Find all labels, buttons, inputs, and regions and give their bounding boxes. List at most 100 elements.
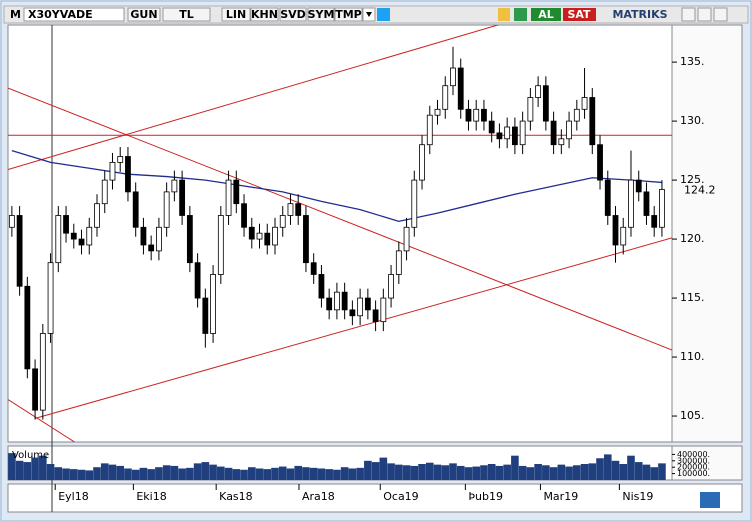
volume-bar	[139, 467, 148, 480]
volume-bar	[487, 464, 496, 480]
volume-bar	[573, 465, 581, 480]
candle-body	[94, 203, 100, 228]
volume-bar	[611, 460, 620, 480]
volume-bar	[588, 463, 597, 480]
candle-body	[24, 285, 31, 370]
toolbar-button[interactable]	[250, 7, 279, 22]
plot-layer	[8, 25, 672, 442]
volume-bar	[240, 469, 248, 480]
y-tick-label: 130.	[680, 114, 705, 127]
candle-body	[542, 85, 549, 122]
sell-button[interactable]	[563, 8, 596, 21]
volume-bar	[116, 465, 125, 480]
volume-bar	[69, 469, 78, 480]
symbol-box[interactable]	[23, 7, 125, 22]
volume-bar	[658, 463, 666, 480]
candle-body	[465, 108, 472, 122]
volume-bar	[100, 463, 109, 480]
toolbar-button-label[interactable]: KHN	[251, 8, 278, 21]
volume-bar	[193, 463, 202, 480]
volume-bar	[54, 467, 63, 480]
candle-body	[125, 156, 131, 193]
candle-body	[457, 67, 464, 110]
volume-bar	[340, 467, 349, 480]
candle-body	[635, 179, 642, 193]
buy-button[interactable]	[531, 8, 561, 21]
toolbar-button-label[interactable]: LIN	[226, 8, 246, 21]
candle-body	[558, 138, 565, 146]
x-tick-label: Nis19	[622, 490, 653, 503]
volume-bar	[31, 457, 39, 480]
toolbar-button[interactable]	[221, 7, 251, 22]
candle-body	[651, 215, 658, 228]
volume-bar	[62, 468, 70, 480]
candle-body	[388, 274, 394, 299]
sell-label[interactable]: SAT	[567, 8, 591, 21]
logo[interactable]: M	[10, 8, 21, 21]
candle-body	[372, 309, 379, 323]
volume-bar	[162, 465, 171, 480]
candle-body	[16, 215, 23, 287]
candle-body	[109, 161, 116, 181]
minimize-button[interactable]	[681, 7, 696, 22]
toolbar-button[interactable]	[279, 7, 307, 22]
candle-body	[511, 126, 518, 146]
x-tick-label: Kas18	[219, 490, 253, 503]
volume-bar	[46, 464, 55, 480]
candle-body	[264, 232, 271, 246]
candle-body	[341, 291, 348, 311]
volume-bar	[224, 467, 233, 480]
twitter-button[interactable]	[377, 8, 390, 21]
toolbar-button[interactable]	[162, 7, 211, 22]
toolbar-button[interactable]	[334, 7, 363, 22]
candle-body	[179, 179, 186, 216]
tool-icon[interactable]	[498, 8, 510, 21]
volume-bar	[186, 467, 194, 480]
x-tick-label: Oca19	[383, 490, 418, 503]
x-tick-label: Ara18	[302, 490, 335, 503]
volume-bar	[178, 468, 186, 480]
trend-line	[34, 237, 672, 419]
candle-body	[604, 179, 611, 216]
volume-bar	[464, 467, 473, 480]
candle-body	[8, 215, 15, 228]
toolbar-button-label[interactable]: TMP	[335, 8, 362, 21]
volume-bar	[371, 462, 380, 480]
candle-body	[32, 368, 38, 411]
price-axis	[671, 24, 743, 443]
volume-bar	[518, 465, 527, 480]
trend-line	[8, 87, 672, 351]
toolbar-button-label[interactable]: TL	[179, 8, 194, 21]
candle-body	[659, 189, 665, 228]
toolbar-button[interactable]	[127, 7, 161, 22]
toolbar-button[interactable]	[307, 7, 335, 22]
y-tick-label: 110.	[680, 350, 705, 363]
candle-body	[535, 85, 542, 98]
toolbar-button-label[interactable]: SVD	[280, 8, 306, 21]
moving-average	[11, 149, 662, 223]
maximize-button[interactable]	[697, 7, 712, 22]
volume-bar	[23, 462, 32, 480]
volume-tick-label: 200000.	[677, 463, 710, 472]
sync-button[interactable]	[700, 492, 720, 508]
candle-body	[70, 232, 77, 240]
candle-body	[597, 144, 603, 181]
candle-body	[426, 114, 433, 146]
candle-body	[566, 120, 572, 140]
candle-body	[287, 203, 294, 216]
symbol[interactable]: X30YVADE	[28, 8, 93, 21]
volume-bar	[302, 467, 310, 480]
buy-label[interactable]: AL	[538, 8, 554, 21]
volume-bar	[263, 469, 272, 480]
y-tick-label: 135.	[680, 55, 705, 68]
candle-body	[411, 179, 418, 228]
candle-body	[589, 97, 596, 146]
volume-bar	[278, 466, 287, 480]
toolbar-button-label[interactable]: GUN	[130, 8, 157, 21]
toolbar-button-label[interactable]: SYM	[308, 8, 335, 21]
refresh-icon[interactable]	[514, 8, 527, 21]
volume-bar	[549, 467, 558, 480]
candle-body	[140, 226, 147, 246]
close-button[interactable]	[713, 7, 728, 22]
